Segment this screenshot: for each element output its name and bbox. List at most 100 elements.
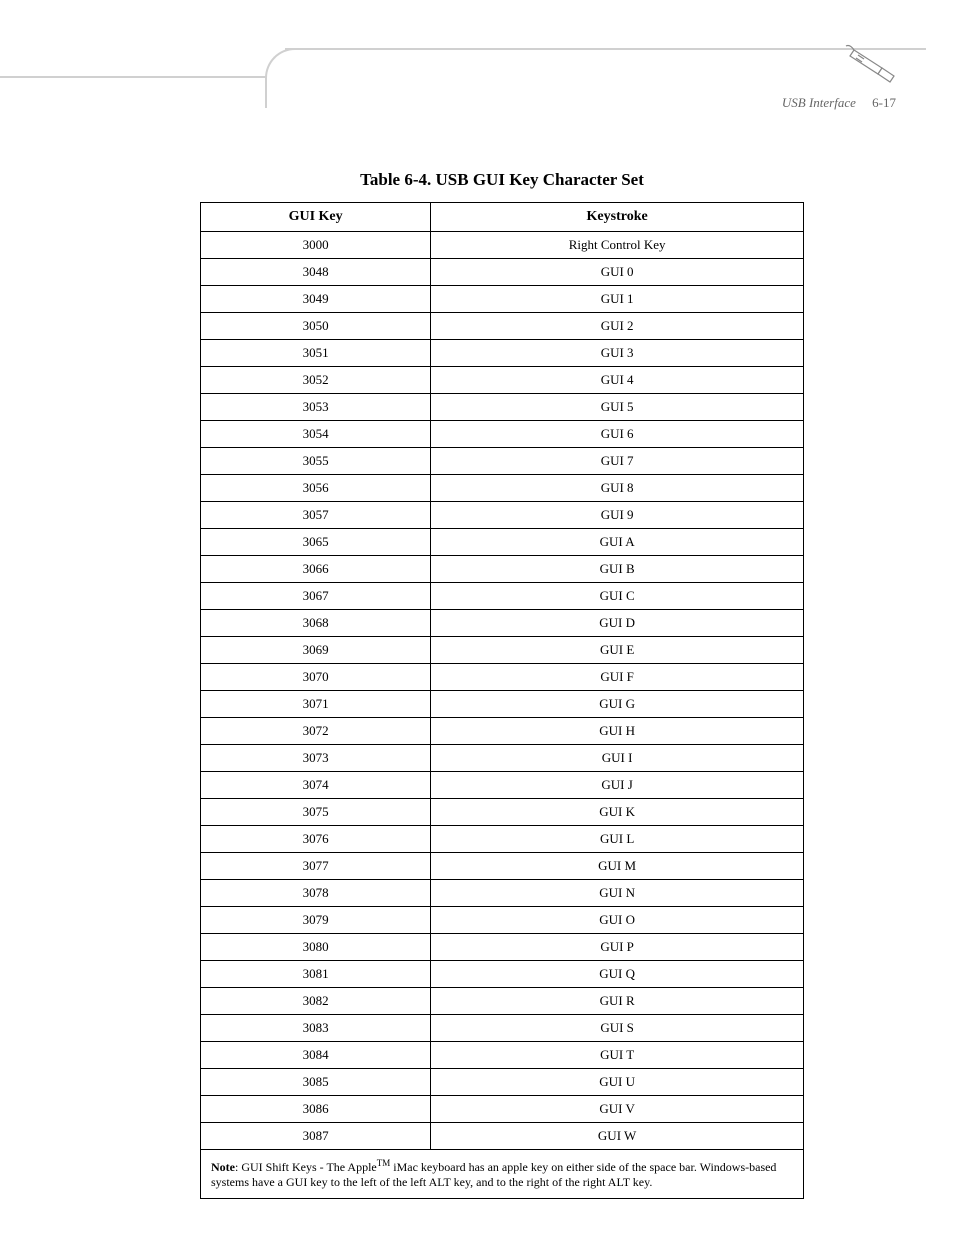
cell-keystroke: GUI T bbox=[431, 1042, 804, 1069]
cell-gui-key: 3078 bbox=[201, 880, 431, 907]
cell-gui-key: 3067 bbox=[201, 583, 431, 610]
table-row: 3071GUI G bbox=[201, 691, 804, 718]
cell-gui-key: 3070 bbox=[201, 664, 431, 691]
table-row: 3080GUI P bbox=[201, 934, 804, 961]
cell-keystroke: GUI N bbox=[431, 880, 804, 907]
cell-keystroke: GUI D bbox=[431, 610, 804, 637]
table-row: 3067GUI C bbox=[201, 583, 804, 610]
cell-gui-key: 3000 bbox=[201, 232, 431, 259]
cell-gui-key: 3084 bbox=[201, 1042, 431, 1069]
table-row: 3053GUI 5 bbox=[201, 394, 804, 421]
cell-keystroke: GUI L bbox=[431, 826, 804, 853]
cell-keystroke: GUI P bbox=[431, 934, 804, 961]
cell-gui-key: 3075 bbox=[201, 799, 431, 826]
table-header-row: GUI Key Keystroke bbox=[201, 203, 804, 232]
cell-keystroke: GUI M bbox=[431, 853, 804, 880]
table-row: 3065GUI A bbox=[201, 529, 804, 556]
cell-gui-key: 3066 bbox=[201, 556, 431, 583]
header-curve bbox=[265, 48, 325, 108]
cell-keystroke: GUI S bbox=[431, 1015, 804, 1042]
cell-keystroke: GUI A bbox=[431, 529, 804, 556]
table-row: 3056GUI 8 bbox=[201, 475, 804, 502]
table-row: 3075GUI K bbox=[201, 799, 804, 826]
cell-gui-key: 3086 bbox=[201, 1096, 431, 1123]
gui-key-table: GUI Key Keystroke 3000Right Control Key3… bbox=[200, 202, 804, 1199]
cell-gui-key: 3087 bbox=[201, 1123, 431, 1150]
page-number-separator bbox=[859, 95, 869, 110]
cell-keystroke: GUI 9 bbox=[431, 502, 804, 529]
cell-gui-key: 3077 bbox=[201, 853, 431, 880]
cell-keystroke: GUI 7 bbox=[431, 448, 804, 475]
column-header-gui-key: GUI Key bbox=[201, 203, 431, 232]
table-row: 3079GUI O bbox=[201, 907, 804, 934]
table-note-cell: Note: GUI Shift Keys - The AppleTM iMac … bbox=[201, 1150, 804, 1199]
cell-keystroke: GUI 0 bbox=[431, 259, 804, 286]
cell-gui-key: 3082 bbox=[201, 988, 431, 1015]
cell-keystroke: GUI 1 bbox=[431, 286, 804, 313]
table-row: 3085GUI U bbox=[201, 1069, 804, 1096]
cell-gui-key: 3053 bbox=[201, 394, 431, 421]
cell-keystroke: Right Control Key bbox=[431, 232, 804, 259]
cell-keystroke: GUI H bbox=[431, 718, 804, 745]
table-row: 3055GUI 7 bbox=[201, 448, 804, 475]
page-header-text: USB Interface 6-17 bbox=[782, 95, 896, 111]
table-note-row: Note: GUI Shift Keys - The AppleTM iMac … bbox=[201, 1150, 804, 1199]
cell-keystroke: GUI F bbox=[431, 664, 804, 691]
table-row: 3073GUI I bbox=[201, 745, 804, 772]
cell-gui-key: 3051 bbox=[201, 340, 431, 367]
table-row: 3082GUI R bbox=[201, 988, 804, 1015]
cell-keystroke: GUI Q bbox=[431, 961, 804, 988]
cell-gui-key: 3079 bbox=[201, 907, 431, 934]
cell-keystroke: GUI C bbox=[431, 583, 804, 610]
table-row: 3052GUI 4 bbox=[201, 367, 804, 394]
cell-keystroke: GUI U bbox=[431, 1069, 804, 1096]
cell-keystroke: GUI 4 bbox=[431, 367, 804, 394]
trademark-symbol: TM bbox=[377, 1158, 391, 1168]
table-row: 3083GUI S bbox=[201, 1015, 804, 1042]
cell-keystroke: GUI 6 bbox=[431, 421, 804, 448]
cell-keystroke: GUI 3 bbox=[431, 340, 804, 367]
page-header: USB Interface 6-17 bbox=[0, 0, 954, 120]
table-row: 3081GUI Q bbox=[201, 961, 804, 988]
cell-gui-key: 3068 bbox=[201, 610, 431, 637]
page-content: Table 6-4. USB GUI Key Character Set GUI… bbox=[0, 120, 954, 1199]
table-row: 3070GUI F bbox=[201, 664, 804, 691]
section-title: USB Interface bbox=[782, 95, 856, 110]
cell-keystroke: GUI 5 bbox=[431, 394, 804, 421]
cell-gui-key: 3057 bbox=[201, 502, 431, 529]
table-row: 3051GUI 3 bbox=[201, 340, 804, 367]
cell-gui-key: 3069 bbox=[201, 637, 431, 664]
table-row: 3086GUI V bbox=[201, 1096, 804, 1123]
table-row: 3078GUI N bbox=[201, 880, 804, 907]
cell-keystroke: GUI R bbox=[431, 988, 804, 1015]
page-number: 6-17 bbox=[872, 95, 896, 110]
table-row: 3054GUI 6 bbox=[201, 421, 804, 448]
cell-gui-key: 3074 bbox=[201, 772, 431, 799]
cell-keystroke: GUI O bbox=[431, 907, 804, 934]
table-row: 3057GUI 9 bbox=[201, 502, 804, 529]
table-row: 3084GUI T bbox=[201, 1042, 804, 1069]
cell-gui-key: 3056 bbox=[201, 475, 431, 502]
cell-keystroke: GUI E bbox=[431, 637, 804, 664]
note-text-1: : GUI Shift Keys - The Apple bbox=[235, 1160, 377, 1174]
cell-keystroke: GUI J bbox=[431, 772, 804, 799]
usb-connector-icon bbox=[844, 42, 904, 87]
table-row: 3066GUI B bbox=[201, 556, 804, 583]
cell-keystroke: GUI B bbox=[431, 556, 804, 583]
cell-gui-key: 3065 bbox=[201, 529, 431, 556]
table-title: Table 6-4. USB GUI Key Character Set bbox=[200, 170, 804, 190]
note-label: Note bbox=[211, 1160, 235, 1174]
cell-gui-key: 3054 bbox=[201, 421, 431, 448]
cell-gui-key: 3055 bbox=[201, 448, 431, 475]
cell-gui-key: 3076 bbox=[201, 826, 431, 853]
cell-gui-key: 3052 bbox=[201, 367, 431, 394]
cell-gui-key: 3072 bbox=[201, 718, 431, 745]
cell-keystroke: GUI I bbox=[431, 745, 804, 772]
cell-gui-key: 3048 bbox=[201, 259, 431, 286]
cell-keystroke: GUI 8 bbox=[431, 475, 804, 502]
table-row: 3069GUI E bbox=[201, 637, 804, 664]
table-row: 3050GUI 2 bbox=[201, 313, 804, 340]
table-row: 3074GUI J bbox=[201, 772, 804, 799]
cell-keystroke: GUI K bbox=[431, 799, 804, 826]
cell-gui-key: 3071 bbox=[201, 691, 431, 718]
